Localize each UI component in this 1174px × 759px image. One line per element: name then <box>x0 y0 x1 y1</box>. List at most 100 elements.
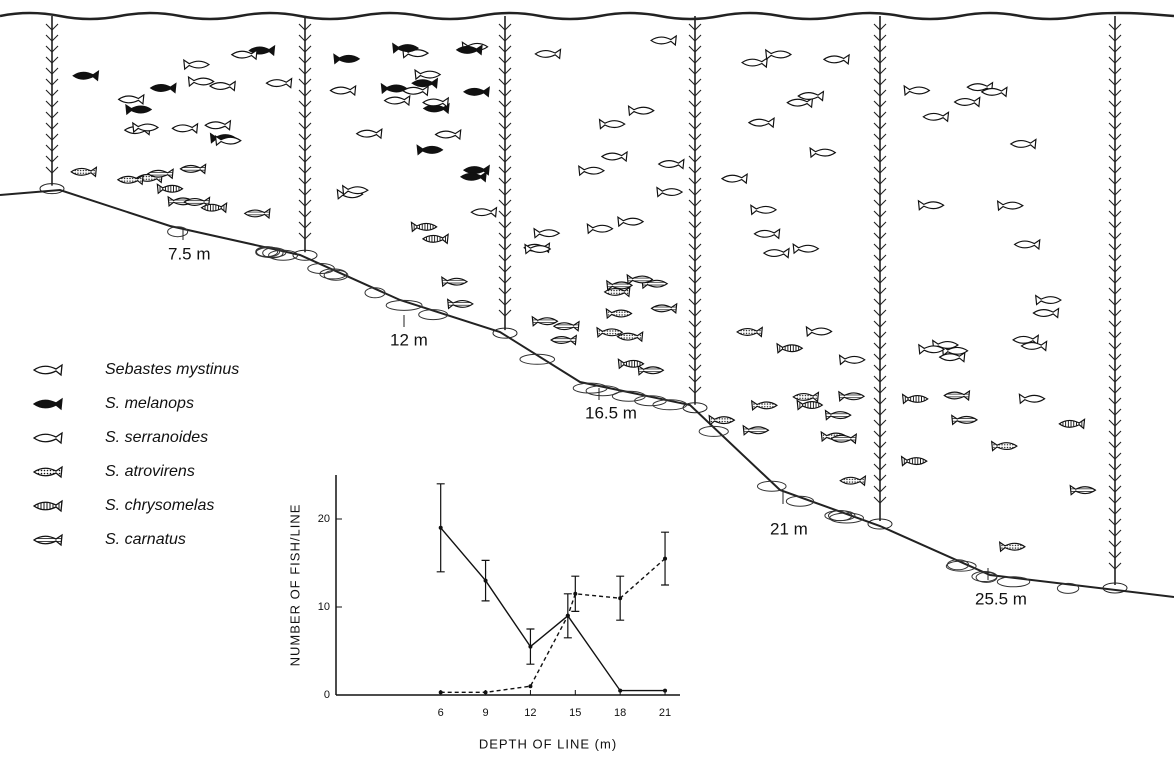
fish <box>792 243 820 255</box>
fish <box>402 47 430 59</box>
fish <box>824 409 852 421</box>
fish-body <box>626 273 654 286</box>
fish-body <box>183 58 211 71</box>
fish-body <box>720 172 748 185</box>
fish-body <box>441 276 469 288</box>
fish-body <box>809 146 837 159</box>
fish-body <box>838 354 866 366</box>
fish <box>650 34 677 47</box>
fish-body <box>656 186 684 198</box>
legend-label: S. atrovirens <box>105 463 195 480</box>
fish <box>265 77 293 89</box>
series-line <box>440 558 666 694</box>
fish-body <box>171 122 199 134</box>
fish <box>392 42 420 54</box>
fish <box>183 196 211 208</box>
fish-body <box>822 53 850 66</box>
fish <box>329 84 357 97</box>
fish-body <box>750 204 778 216</box>
kelp-blades <box>1108 23 1122 570</box>
holdfast <box>292 249 318 261</box>
rock <box>634 395 667 407</box>
fish <box>187 75 215 88</box>
legend-label: S. carnatus <box>105 531 186 548</box>
fish-body <box>132 121 160 134</box>
fish-body <box>1018 393 1046 405</box>
fish-body <box>605 307 633 320</box>
fish-body <box>753 228 781 240</box>
y-axis-label: NUMBER OF FISH/LINE <box>287 504 302 667</box>
fish <box>1069 484 1097 496</box>
fish <box>605 307 633 320</box>
fish <box>441 276 469 288</box>
fish-body <box>596 326 624 338</box>
kelp-blades <box>873 23 887 504</box>
fish-body <box>998 541 1026 553</box>
fish <box>598 118 626 130</box>
rock <box>996 576 1031 588</box>
rock <box>418 309 449 321</box>
fish <box>1009 138 1037 150</box>
fish <box>171 122 199 134</box>
fish <box>751 399 778 411</box>
rock <box>364 287 386 299</box>
error-bar <box>526 628 535 665</box>
fish-body <box>455 44 483 56</box>
fish <box>333 53 361 65</box>
fish-body <box>32 397 63 411</box>
fish <box>380 82 408 95</box>
fish-body <box>70 166 98 178</box>
fish <box>996 199 1024 212</box>
fish <box>617 358 645 370</box>
data-point <box>618 688 623 693</box>
fish <box>741 56 768 69</box>
fish-body <box>524 243 552 255</box>
fish <box>786 96 814 109</box>
fish-body <box>918 343 946 355</box>
fish <box>637 364 665 376</box>
fish-body <box>392 42 420 54</box>
fish-body <box>179 163 207 175</box>
fish <box>838 390 866 402</box>
fish-body <box>932 339 959 351</box>
fish-body <box>149 82 177 94</box>
rock <box>307 262 335 274</box>
fish <box>776 342 804 354</box>
data-point <box>438 690 443 695</box>
fish <box>830 433 857 445</box>
fish <box>32 397 63 411</box>
fish-body <box>796 399 824 411</box>
fish <box>204 119 232 131</box>
fish <box>796 399 824 411</box>
fish-body <box>657 158 685 170</box>
fish-body <box>792 391 820 403</box>
fish <box>70 166 98 178</box>
fish-body <box>462 86 490 98</box>
rock <box>1056 582 1080 594</box>
x-tick-label: 18 <box>614 707 626 719</box>
fish <box>459 171 487 183</box>
fish <box>214 134 242 147</box>
fish <box>990 440 1018 452</box>
fish <box>708 414 736 426</box>
fish <box>838 354 866 366</box>
fish <box>421 233 449 245</box>
fish-body <box>531 315 559 327</box>
fish <box>805 325 833 338</box>
fish <box>125 103 153 116</box>
fish-body <box>838 390 866 402</box>
rock <box>946 559 970 571</box>
fish <box>533 227 561 239</box>
fish-body <box>156 183 184 195</box>
depth-label: 7.5 m <box>168 244 211 263</box>
fish-body <box>125 103 153 116</box>
fish <box>32 363 63 377</box>
fish-body <box>329 84 357 97</box>
fish <box>383 94 411 107</box>
fish <box>736 326 763 338</box>
fish-body <box>401 85 429 97</box>
fish <box>1035 294 1062 306</box>
fish <box>626 273 654 286</box>
fish-body <box>459 171 487 183</box>
